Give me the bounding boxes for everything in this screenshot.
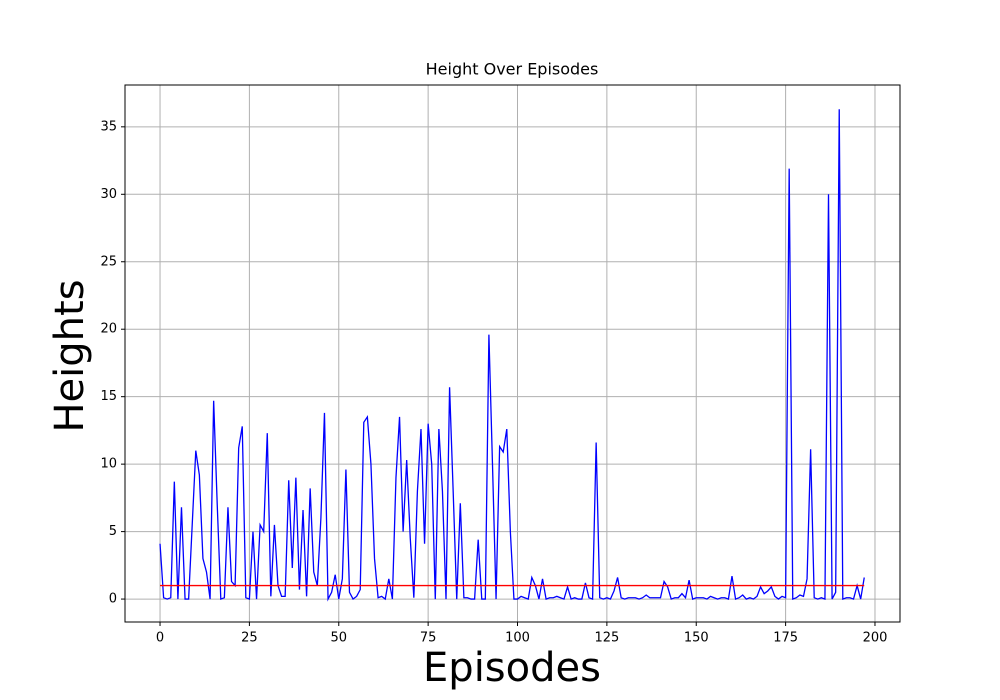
y-tick-label: 5 xyxy=(109,524,117,539)
x-tick-label: 150 xyxy=(684,631,709,646)
y-tick-label: 30 xyxy=(100,187,117,202)
x-tick-label: 50 xyxy=(330,631,347,646)
y-axis-label: Heights xyxy=(47,279,93,432)
y-tick-label: 25 xyxy=(100,254,117,269)
y-tick-label: 20 xyxy=(100,322,117,337)
x-tick-label: 200 xyxy=(863,631,888,646)
y-tick-label: 10 xyxy=(100,457,117,472)
x-tick-label: 175 xyxy=(773,631,798,646)
x-tick-label: 25 xyxy=(241,631,258,646)
y-tick-label: 35 xyxy=(100,119,117,134)
x-tick-label: 100 xyxy=(505,631,530,646)
chart-title: Height Over Episodes xyxy=(426,60,599,79)
x-tick-label: 75 xyxy=(420,631,437,646)
plot-frame xyxy=(124,84,901,623)
x-axis-label: Episodes xyxy=(423,645,601,691)
data-line xyxy=(159,109,865,602)
y-tick-label: 15 xyxy=(100,389,117,404)
x-tick-label: 0 xyxy=(156,631,164,646)
x-tick-label: 125 xyxy=(594,631,619,646)
y-tick-label: 0 xyxy=(109,592,117,607)
